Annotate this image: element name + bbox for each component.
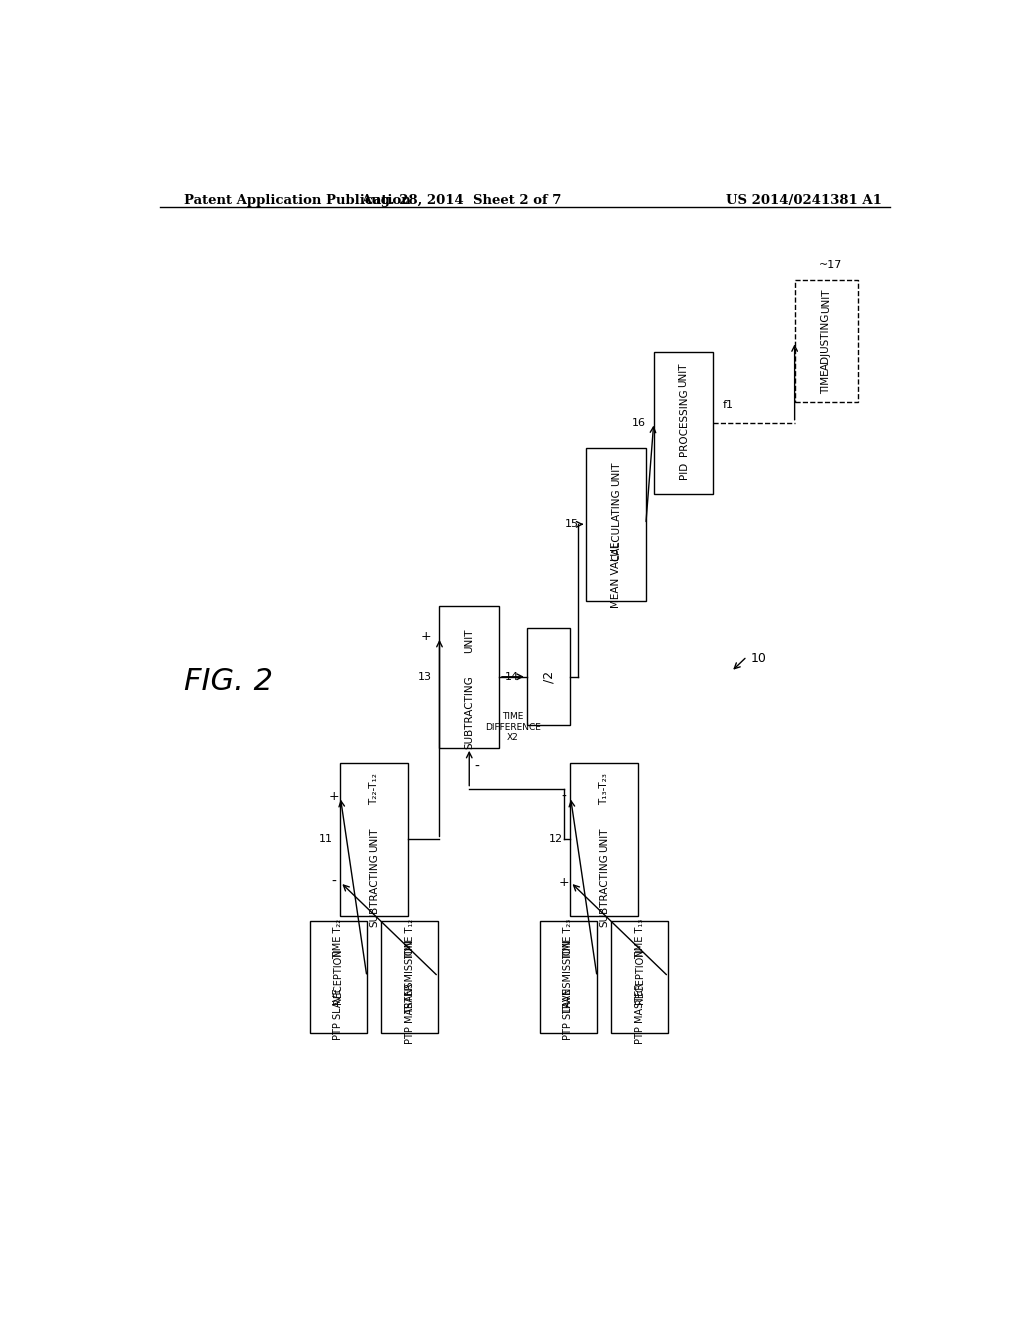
Bar xyxy=(526,628,570,725)
Text: SUBTRACTING: SUBTRACTING xyxy=(464,676,474,750)
Text: T₂₂-T₁₂: T₂₂-T₁₂ xyxy=(369,772,379,804)
Text: 12: 12 xyxy=(549,834,562,845)
Text: PTP SLAVE: PTP SLAVE xyxy=(563,989,573,1040)
Text: 11: 11 xyxy=(318,834,333,845)
Text: ADJUSTING: ADJUSTING xyxy=(821,313,831,370)
Text: SUBTRACTING: SUBTRACTING xyxy=(599,853,609,927)
Text: f1: f1 xyxy=(723,400,734,411)
Text: UNIT: UNIT xyxy=(679,363,688,388)
Text: ~17: ~17 xyxy=(818,260,842,271)
Text: +: + xyxy=(559,875,569,888)
Bar xyxy=(540,921,597,1032)
Text: US 2014/0241381 A1: US 2014/0241381 A1 xyxy=(726,194,882,207)
Text: TIME T₁₂: TIME T₁₂ xyxy=(404,919,415,960)
Text: UNIT: UNIT xyxy=(464,628,474,653)
Text: FIG. 2: FIG. 2 xyxy=(183,668,272,697)
Text: PTP MASTER: PTP MASTER xyxy=(635,983,645,1044)
Text: TIME T₁₃: TIME T₁₃ xyxy=(635,919,645,960)
Bar xyxy=(340,763,408,916)
Text: /2: /2 xyxy=(542,671,555,682)
Text: CALCULATING: CALCULATING xyxy=(611,488,622,561)
Text: 13: 13 xyxy=(418,672,431,681)
Bar xyxy=(611,921,669,1032)
Text: +: + xyxy=(421,631,431,643)
Text: UNIT: UNIT xyxy=(369,828,379,851)
Bar xyxy=(439,606,499,748)
Text: MEAN VALUE: MEAN VALUE xyxy=(611,543,622,609)
Text: +: + xyxy=(329,791,339,803)
Text: TIME
DIFFERENCE
X2: TIME DIFFERENCE X2 xyxy=(485,713,541,742)
Text: TIME T₂₂: TIME T₂₂ xyxy=(333,919,343,960)
Text: RECEPTION: RECEPTION xyxy=(333,949,343,1005)
Text: PTP MASTER: PTP MASTER xyxy=(404,983,415,1044)
Text: Patent Application Publication: Patent Application Publication xyxy=(183,194,411,207)
Text: T₁₃-T₂₃: T₁₃-T₂₃ xyxy=(599,772,609,804)
Text: SUBTRACTING: SUBTRACTING xyxy=(369,853,379,927)
Bar xyxy=(381,921,438,1032)
Text: 10: 10 xyxy=(751,652,767,665)
Text: TRANSMISSION: TRANSMISSION xyxy=(404,940,415,1014)
Text: PID: PID xyxy=(679,462,688,479)
Bar xyxy=(653,351,714,494)
Bar xyxy=(795,280,858,403)
Bar xyxy=(570,763,638,916)
Text: -: - xyxy=(475,760,479,774)
Text: PTP SLAVE: PTP SLAVE xyxy=(333,989,343,1040)
Text: UNIT: UNIT xyxy=(599,828,609,851)
Text: -: - xyxy=(332,875,336,890)
Text: PROCESSING: PROCESSING xyxy=(679,389,688,457)
Bar xyxy=(587,447,646,601)
Text: TIME T₂₃: TIME T₂₃ xyxy=(563,919,573,960)
Text: TRANSMISSION: TRANSMISSION xyxy=(563,940,573,1014)
Text: UNIT: UNIT xyxy=(611,461,622,486)
Text: 15: 15 xyxy=(564,519,579,529)
Text: 16: 16 xyxy=(632,417,646,428)
Text: TIME: TIME xyxy=(821,370,831,395)
Text: 14: 14 xyxy=(505,672,519,681)
Text: -: - xyxy=(561,789,566,804)
Bar xyxy=(309,921,367,1032)
Text: RECEPTION: RECEPTION xyxy=(635,949,645,1005)
Text: Aug. 28, 2014  Sheet 2 of 7: Aug. 28, 2014 Sheet 2 of 7 xyxy=(361,194,561,207)
Text: UNIT: UNIT xyxy=(821,289,831,313)
